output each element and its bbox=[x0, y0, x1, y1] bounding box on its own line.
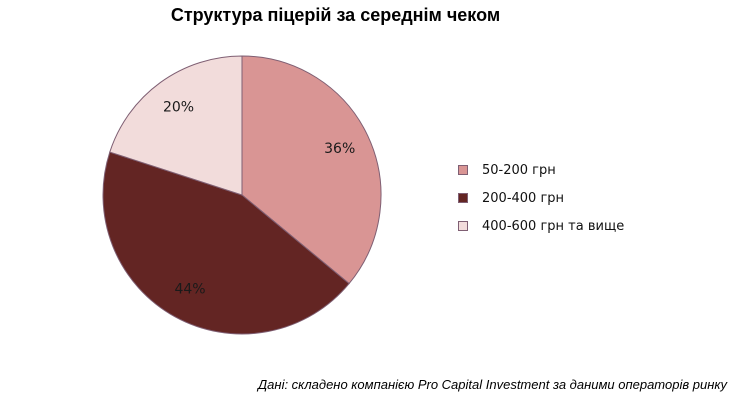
pie-slice-3 bbox=[109, 55, 243, 196]
slice-label-2: 44% bbox=[174, 282, 205, 298]
legend-item-400-600: 400-600 грн та вище bbox=[458, 212, 624, 240]
slice-label-3: 20% bbox=[163, 100, 194, 116]
pie-slice-2 bbox=[102, 151, 350, 335]
legend-item-50-200: 50-200 грн bbox=[458, 156, 624, 184]
chart-legend: 50-200 грн 200-400 грн 400-600 грн та ви… bbox=[458, 156, 624, 240]
legend-item-200-400: 200-400 грн bbox=[458, 184, 624, 212]
source-note: Дані: складено компанією Pro Capital Inv… bbox=[258, 377, 727, 392]
slice-label-1: 36% bbox=[324, 141, 355, 157]
legend-swatch-200-400 bbox=[458, 193, 468, 203]
legend-label-400-600: 400-600 грн та вище bbox=[482, 218, 625, 234]
legend-label-200-400: 200-400 грн bbox=[482, 190, 565, 206]
chart-title: Структура піцерій за середнім чеком bbox=[170, 5, 501, 25]
legend-swatch-400-600 bbox=[458, 221, 468, 231]
legend-label-50-200: 50-200 грн bbox=[482, 162, 556, 178]
legend-swatch-50-200 bbox=[458, 165, 468, 175]
pie-slice-1 bbox=[241, 55, 382, 285]
